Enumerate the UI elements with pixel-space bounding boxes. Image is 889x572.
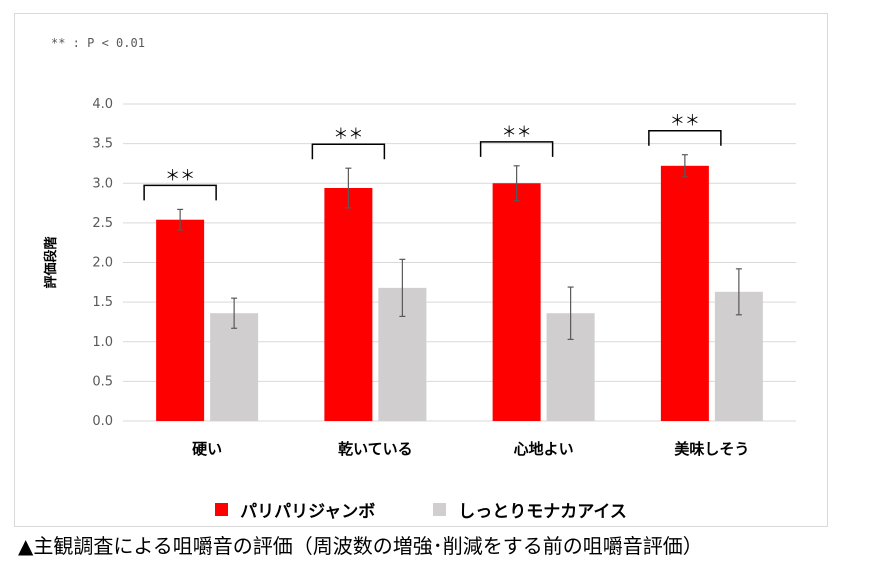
legend: パリパリジャンボ しっとりモナカアイス bbox=[15, 497, 827, 522]
legend-label-series-1: パリパリジャンボ bbox=[240, 502, 376, 522]
chart-frame: ** : P < 0.01 0.0 0.5 1.0 1.5 2.0 2.5 3.0 3.5 4.… bbox=[14, 13, 828, 527]
legend-item-series-2: しっとりモナカアイス bbox=[433, 497, 627, 522]
x-category-label: 美味しそう bbox=[674, 440, 749, 458]
significance-mark: ＊＊ bbox=[502, 123, 532, 141]
significance-bracket bbox=[311, 143, 386, 160]
y-tick-label: 1.5 bbox=[92, 295, 113, 310]
y-tick-label: 2.5 bbox=[92, 216, 113, 231]
significance-bracket bbox=[479, 141, 554, 157]
bar-series-1 bbox=[324, 188, 373, 421]
significance-note: ** : P < 0.01 bbox=[51, 36, 145, 50]
significance-mark: ＊＊ bbox=[165, 166, 195, 184]
bar-series-1 bbox=[492, 183, 541, 421]
y-tick-label: 0.0 bbox=[92, 414, 113, 429]
significance-bracket bbox=[143, 184, 217, 201]
y-tick-label: 3.5 bbox=[92, 137, 113, 152]
bar-series-1 bbox=[660, 165, 709, 421]
x-category-label: 心地よい bbox=[514, 440, 574, 458]
legend-item-series-1: パリパリジャンボ bbox=[215, 497, 375, 522]
y-axis-label: 評価段階 bbox=[43, 236, 59, 288]
significance-mark: ＊＊ bbox=[670, 112, 700, 130]
y-tick-label: 0.5 bbox=[92, 374, 113, 389]
figure-caption: ▲主観調査による咀嚼音の評価（周波数の増強･削減をする前の咀嚼音評価） bbox=[18, 534, 703, 558]
y-tick-label: 4.0 bbox=[92, 97, 113, 112]
significance-bracket bbox=[648, 129, 722, 146]
y-tick-label: 2.0 bbox=[92, 256, 113, 271]
legend-label-series-2: しっとりモナカアイス bbox=[458, 502, 627, 522]
y-tick-label: 1.0 bbox=[92, 335, 113, 350]
bar-series-2 bbox=[210, 313, 259, 421]
bar-series-1 bbox=[156, 219, 205, 421]
y-tick-label: 3.0 bbox=[92, 176, 113, 191]
legend-swatch-series-2 bbox=[433, 503, 447, 516]
x-category-label: 硬い bbox=[192, 440, 222, 458]
x-category-label: 乾いている bbox=[338, 440, 413, 458]
significance-mark: ＊＊ bbox=[333, 125, 363, 143]
legend-swatch-series-1 bbox=[215, 503, 229, 516]
